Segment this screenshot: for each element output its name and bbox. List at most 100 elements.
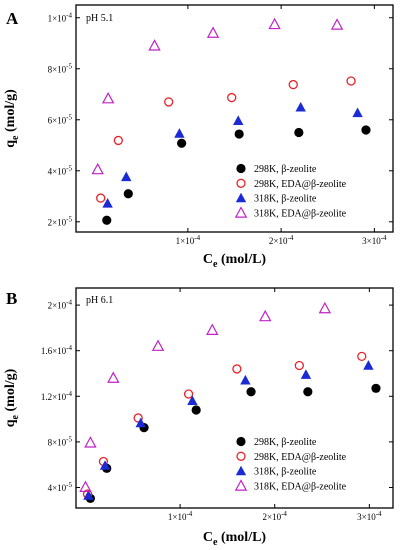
data-point xyxy=(183,389,194,399)
data-point xyxy=(83,490,94,500)
data-point xyxy=(187,395,198,406)
legend-label: 318K, β-zeolite xyxy=(254,467,317,478)
series-1 xyxy=(102,125,371,225)
y-axis-title: qe (mol/g) xyxy=(3,368,21,427)
data-point xyxy=(234,129,244,139)
data-point xyxy=(101,91,115,104)
data-point xyxy=(121,171,132,182)
y-axis-title: qe (mol/g) xyxy=(3,89,21,148)
y-tick-label: 8×10-5 xyxy=(48,62,73,74)
panel-label: B xyxy=(6,289,17,308)
data-point xyxy=(191,405,201,415)
data-point xyxy=(371,383,381,393)
data-point xyxy=(227,92,237,103)
legend-label: 318K, EDA@β-zeolite xyxy=(254,481,347,492)
legend-marker xyxy=(235,465,247,476)
data-point xyxy=(177,138,187,148)
ph-annotation: pH 6.1 xyxy=(86,295,113,306)
series-3 xyxy=(102,101,363,208)
y-tick-label: 2×10-5 xyxy=(48,215,73,227)
data-point xyxy=(346,76,356,86)
data-point xyxy=(107,371,120,383)
x-tick-label: 2×10-4 xyxy=(263,510,288,522)
series-4 xyxy=(91,17,344,175)
legend-marker xyxy=(236,163,246,174)
data-point xyxy=(233,115,244,125)
data-point xyxy=(123,189,133,199)
legend-label: 298K, β-zeolite xyxy=(254,164,317,175)
x-tick-label: 1×10-4 xyxy=(168,510,193,522)
legend-marker xyxy=(234,479,248,491)
legend-marker xyxy=(234,206,248,218)
legend: 298K, β-zeolite 298K, EDA@β-zeolite 318K, … xyxy=(234,163,347,219)
legend-marker xyxy=(235,192,247,203)
x-axis-title: Ce (mol/L) xyxy=(203,252,267,270)
plot-frame xyxy=(75,4,394,233)
data-point xyxy=(357,351,367,362)
series-3 xyxy=(83,360,374,500)
data-point xyxy=(330,18,344,30)
data-point xyxy=(91,162,104,175)
legend-marker xyxy=(236,436,246,447)
data-point xyxy=(295,101,306,112)
x-tick-label: 3×10-4 xyxy=(362,234,387,246)
data-point xyxy=(133,413,143,423)
y-tick-label: 1.2×10-4 xyxy=(41,390,73,402)
data-point xyxy=(79,480,92,492)
plot-frame xyxy=(75,287,394,509)
legend-marker xyxy=(236,178,246,188)
series-4 xyxy=(79,301,332,492)
data-point xyxy=(99,460,111,470)
legend-label: 298K, EDA@β-zeolite xyxy=(254,179,347,190)
ph-annotation: pH 5.1 xyxy=(86,13,113,24)
x-tick-label: 2×10-4 xyxy=(269,234,294,246)
data-point xyxy=(135,417,146,428)
data-point xyxy=(240,374,251,385)
y-tick-label: 1.6×10-4 xyxy=(41,344,73,356)
y-tick-label: 4×10-5 xyxy=(48,164,73,176)
data-point xyxy=(363,360,374,370)
data-point xyxy=(268,17,281,30)
x-tick-label: 3×10-4 xyxy=(357,510,382,522)
data-point xyxy=(259,309,272,322)
data-point xyxy=(174,128,185,138)
data-point xyxy=(206,26,220,38)
data-point xyxy=(102,198,113,208)
data-point xyxy=(352,107,363,118)
data-point xyxy=(300,369,312,379)
x-axis-title: Ce (mol/L) xyxy=(203,530,267,548)
data-point xyxy=(232,364,242,374)
data-point xyxy=(96,193,106,203)
series-2 xyxy=(96,76,356,203)
y-tick-label: 6×10-5 xyxy=(48,113,73,125)
data-point xyxy=(294,360,304,371)
data-point xyxy=(164,97,174,107)
data-point xyxy=(246,387,256,397)
panel-label: A xyxy=(6,9,19,28)
data-point xyxy=(288,79,298,90)
data-point xyxy=(303,387,313,397)
x-tick-label: 1×10-4 xyxy=(176,234,201,246)
data-point xyxy=(151,339,165,351)
y-tick-label: 8×10-5 xyxy=(48,435,73,447)
data-point xyxy=(102,215,112,225)
y-tick-label: 2×10-4 xyxy=(48,299,73,311)
data-point xyxy=(361,125,371,135)
data-point xyxy=(294,127,304,138)
legend-marker xyxy=(236,451,246,461)
series-2 xyxy=(82,351,367,499)
data-point xyxy=(84,436,97,448)
legend: 298K, β-zeolite 298K, EDA@β-zeolite 318K, … xyxy=(234,436,347,492)
data-point xyxy=(148,39,161,51)
data-point xyxy=(206,323,219,335)
legend-label: 318K, EDA@β-zeolite xyxy=(254,208,347,219)
data-point xyxy=(113,135,123,146)
data-point xyxy=(318,301,332,314)
y-tick-label: 1×10-4 xyxy=(48,11,73,23)
y-tick-label: 4×10-5 xyxy=(48,481,73,493)
legend-label: 318K, β-zeolite xyxy=(254,194,317,205)
legend-label: 298K, EDA@β-zeolite xyxy=(254,452,347,463)
